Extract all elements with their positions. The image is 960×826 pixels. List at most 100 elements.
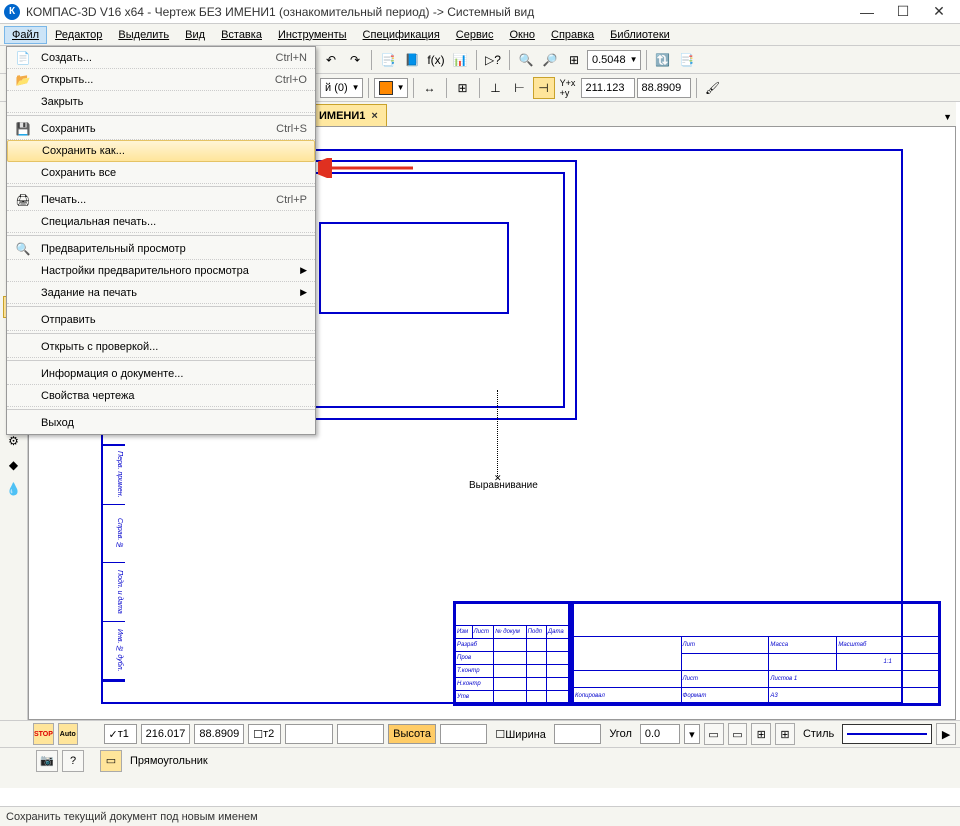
coords-label-icon: Y+x+y — [557, 77, 579, 99]
menu-item-preview[interactable]: 🔍Предварительный просмотр — [7, 238, 315, 260]
menu-instruments[interactable]: Инструменты — [270, 26, 355, 44]
menu-select[interactable]: Выделить — [110, 26, 177, 44]
scroll-right-icon[interactable]: ▶ — [936, 723, 956, 745]
menu-file[interactable]: Файл — [4, 26, 47, 44]
dim-icon[interactable]: ↔ — [419, 77, 441, 99]
width-field[interactable] — [554, 724, 601, 744]
menu-item-doc-props[interactable]: Свойства чертежа — [7, 385, 315, 407]
auto-button[interactable]: Auto — [58, 723, 78, 745]
side-tool-13[interactable]: 💧 — [3, 478, 25, 500]
t1-checkbox[interactable]: ✓т1 — [104, 724, 137, 744]
book-icon[interactable]: 📘 — [401, 49, 423, 71]
title-block-left: ИзмЛист№ докумПодпДата Разраб Пров Т.кон… — [453, 601, 571, 706]
angle-dropdown[interactable]: ▾ — [684, 724, 700, 744]
fx-icon[interactable]: f(x) — [425, 49, 447, 71]
menu-item-open-check[interactable]: Открыть с проверкой... — [7, 336, 315, 358]
maximize-button[interactable]: ☐ — [886, 2, 920, 22]
t1-y-field[interactable]: 88.8909 — [194, 724, 244, 744]
snap2-icon[interactable]: ⊣ — [533, 77, 555, 99]
cam-icon[interactable]: 📷 — [36, 750, 58, 772]
minimize-button[interactable]: — — [850, 2, 884, 22]
zoom-scale-icon[interactable]: ⊞ — [563, 49, 585, 71]
stop-button[interactable]: STOP — [33, 723, 54, 745]
title-block: ЛитМассаМасштаб 1:1 ЛистЛистов 1 Копиров… — [571, 601, 941, 706]
doc-icon[interactable]: 📑 — [377, 49, 399, 71]
axis-btn-4[interactable]: ⊞ — [775, 723, 795, 745]
brush-icon[interactable]: 🖌 — [702, 77, 724, 99]
document-tab[interactable]: ИМЕНИ1 × — [310, 104, 387, 126]
snap-icon[interactable]: ⊢ — [509, 77, 531, 99]
menu-insert[interactable]: Вставка — [213, 26, 270, 44]
t2-checkbox[interactable]: ☐т2 — [248, 724, 281, 744]
t2-y-field[interactable] — [337, 724, 384, 744]
side-tool-12[interactable]: ◆ — [3, 454, 25, 476]
angle-field[interactable]: 0.0 — [640, 724, 680, 744]
menu-item-create[interactable]: 📄Создать...Ctrl+N — [7, 47, 315, 69]
refresh-icon[interactable]: 🔃 — [652, 49, 674, 71]
axis-btn-2[interactable]: ▭ — [728, 723, 748, 745]
coord-x-input[interactable] — [581, 78, 635, 98]
menu-item-print-job[interactable]: Задание на печать▶ — [7, 282, 315, 304]
menu-item-open[interactable]: 📂Открыть...Ctrl+O — [7, 69, 315, 91]
height-field[interactable] — [440, 724, 487, 744]
menu-item-exit[interactable]: Выход — [7, 412, 315, 434]
rect-mode-icon[interactable]: ▭ — [100, 750, 122, 772]
axis-btn-3[interactable]: ⊞ — [751, 723, 771, 745]
app-icon: К — [4, 4, 20, 20]
width-label: ☐Ширина — [491, 728, 550, 741]
zoom-fit-icon[interactable]: 🔎 — [539, 49, 561, 71]
t1-x-field[interactable]: 216.017 — [141, 724, 191, 744]
property-row-1: STOP Auto ✓т1 216.017 88.8909 ☐т2 Высота… — [0, 721, 960, 747]
menu-view[interactable]: Вид — [177, 26, 213, 44]
menu-item-doc-info[interactable]: Информация о документе... — [7, 363, 315, 385]
vars-icon[interactable]: 📊 — [449, 49, 471, 71]
zoom-value-input[interactable]: 0.5048▼ — [587, 50, 641, 70]
property-row-2: 📷 ? ▭ Прямоугольник — [0, 747, 960, 773]
menu-item-save[interactable]: 💾СохранитьCtrl+S — [7, 118, 315, 140]
zoom-window-icon[interactable]: 🔍 — [515, 49, 537, 71]
layer-dropdown[interactable]: й (0)▼ — [320, 78, 363, 98]
menu-specification[interactable]: Спецификация — [355, 26, 448, 44]
help2-icon[interactable]: ? — [62, 750, 84, 772]
tabs-dropdown-icon[interactable]: ▼ — [939, 108, 956, 126]
inner-rect — [319, 222, 509, 314]
new-doc-icon: 📄 — [11, 50, 35, 66]
t2-x-field[interactable] — [285, 724, 332, 744]
print-icon: 🖨 — [11, 192, 35, 208]
menu-item-close[interactable]: Закрыть — [7, 91, 315, 113]
menu-item-save-as[interactable]: Сохранить как... — [7, 140, 315, 162]
menu-item-preview-settings[interactable]: Настройки предварительного просмотра▶ — [7, 260, 315, 282]
preview-icon: 🔍 — [11, 241, 35, 257]
ortho-icon[interactable]: ⊥ — [485, 77, 507, 99]
menu-service[interactable]: Сервис — [448, 26, 502, 44]
property-panel: STOP Auto ✓т1 216.017 88.8909 ☐т2 Высота… — [0, 720, 960, 788]
rebuild-icon[interactable]: 📑 — [676, 49, 698, 71]
angle-label: Угол — [605, 728, 636, 740]
height-label: Высота — [388, 724, 436, 744]
menu-editor[interactable]: Редактор — [47, 26, 110, 44]
status-text: Сохранить текущий документ под новым име… — [6, 811, 258, 823]
redo-icon[interactable]: ↷ — [344, 49, 366, 71]
grid-icon[interactable]: ⊞ — [452, 77, 474, 99]
menu-help[interactable]: Справка — [543, 26, 602, 44]
statusbar: Сохранить текущий документ под новым име… — [0, 806, 960, 826]
open-icon: 📂 — [11, 72, 35, 88]
file-dropdown-menu: 📄Создать...Ctrl+N 📂Открыть...Ctrl+O Закр… — [6, 46, 316, 435]
document-tabs: ИМЕНИ1 × ▼ — [310, 102, 956, 126]
menu-item-special-print[interactable]: Специальная печать... — [7, 211, 315, 233]
binding-margin: Перв. примен. Справ. № Подп. и дата Инв.… — [101, 444, 125, 682]
color-swatch-dropdown[interactable]: ▼ — [374, 78, 408, 98]
coord-y-input[interactable] — [637, 78, 691, 98]
menu-item-print[interactable]: 🖨Печать...Ctrl+P — [7, 189, 315, 211]
tab-close-icon[interactable]: × — [371, 110, 377, 122]
menu-item-save-all[interactable]: Сохранить все — [7, 162, 315, 184]
close-button[interactable]: ✕ — [922, 2, 956, 22]
menu-item-send[interactable]: Отправить — [7, 309, 315, 331]
axis-btn-1[interactable]: ▭ — [704, 723, 724, 745]
menu-window[interactable]: Окно — [501, 26, 543, 44]
menu-libraries[interactable]: Библиотеки — [602, 26, 678, 44]
help-icon[interactable]: ▷? — [482, 49, 504, 71]
undo-icon[interactable]: ↶ — [320, 49, 342, 71]
style-dropdown[interactable] — [842, 724, 932, 744]
shape-name-label: Прямоугольник — [126, 755, 212, 767]
